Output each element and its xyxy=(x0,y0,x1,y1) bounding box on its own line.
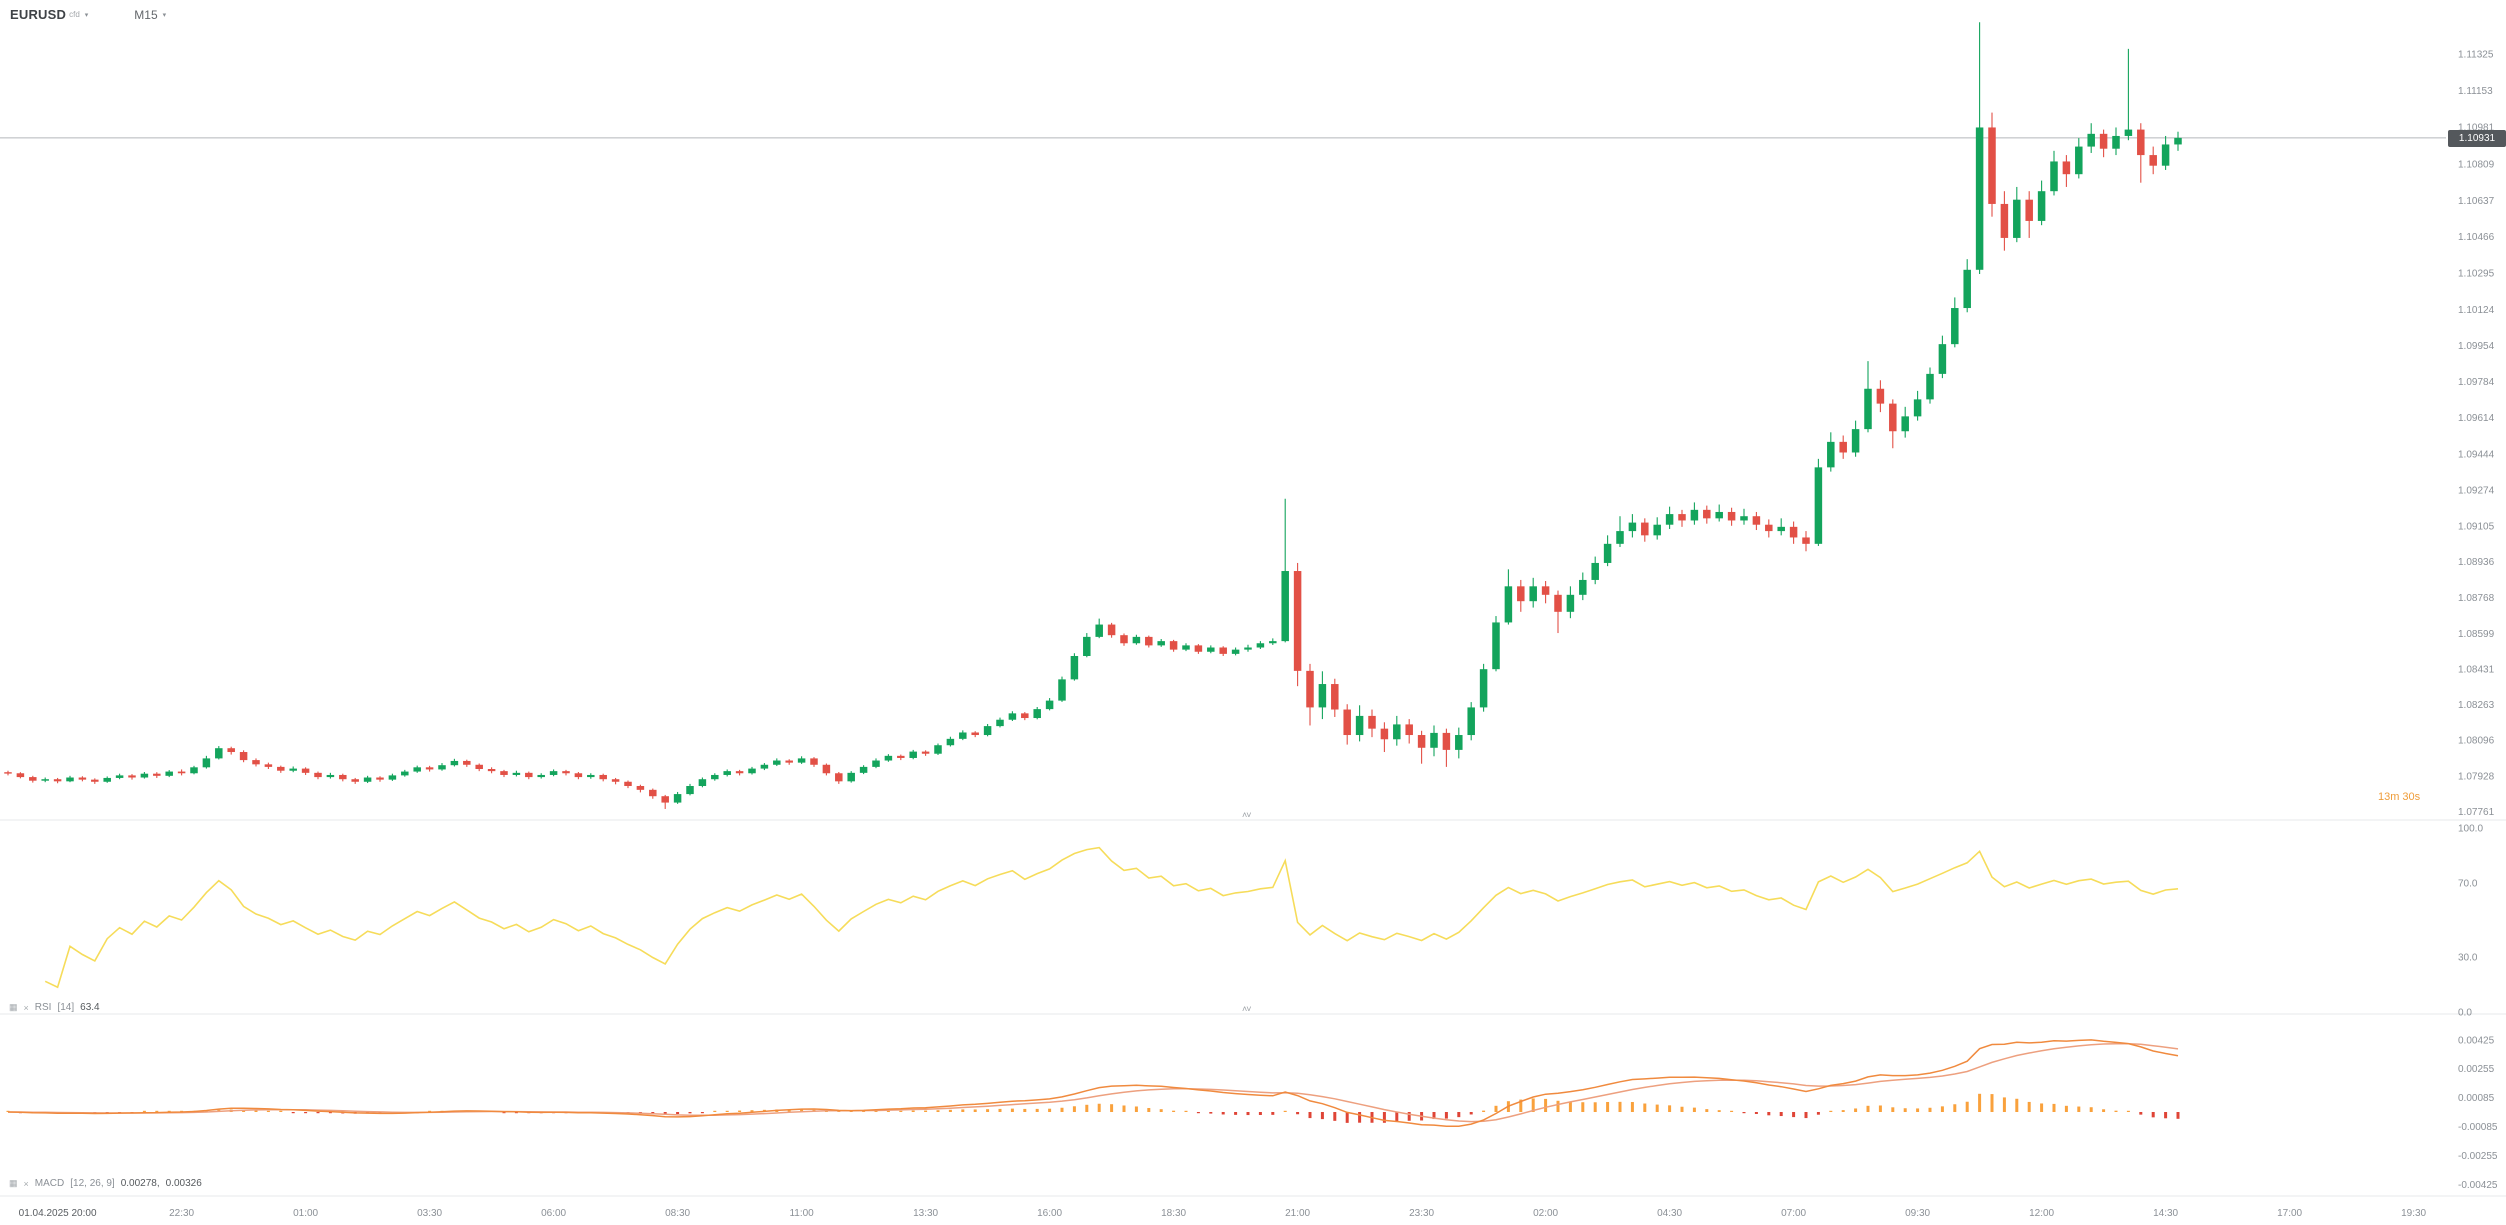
indicator-close-icon[interactable]: × xyxy=(23,1002,29,1013)
chevron-down-icon: ▾ xyxy=(84,11,89,19)
macd-value-1: 0.00278, xyxy=(120,1178,160,1189)
rsi-axis-label: 100.0 xyxy=(2458,824,2483,835)
price-axis-label: 1.09105 xyxy=(2458,521,2495,532)
time-axis-label: 11:00 xyxy=(789,1208,814,1219)
macd-axis-label: -0.00425 xyxy=(2458,1180,2498,1191)
macd-axis-label: -0.00085 xyxy=(2458,1122,2498,1133)
chevron-down-icon: ▾ xyxy=(162,11,167,19)
time-axis-label: 19:30 xyxy=(2401,1208,2426,1219)
countdown-seconds: 30s xyxy=(2402,791,2421,803)
time-axis-label: 07:00 xyxy=(1781,1208,1806,1219)
rsi-axis-label: 70.0 xyxy=(2458,879,2478,890)
rsi-axis-label: 0.0 xyxy=(2458,1008,2472,1019)
price-axis-label: 1.08599 xyxy=(2458,629,2495,640)
candle-countdown: 13m 30s xyxy=(2378,791,2423,803)
price-axis-label: 1.08431 xyxy=(2458,664,2495,675)
macd-value-2: 0.00326 xyxy=(165,1178,202,1189)
price-axis-label: 1.09954 xyxy=(2458,341,2495,352)
time-axis-label: 06:00 xyxy=(541,1208,566,1219)
time-axis-label: 01:00 xyxy=(293,1208,318,1219)
price-axis-label: 1.09274 xyxy=(2458,485,2495,496)
price-axis-label: 1.08768 xyxy=(2458,593,2495,604)
macd-line xyxy=(7,1039,2179,1128)
rsi-value: 63.4 xyxy=(80,1002,100,1013)
timeframe-label: M15 xyxy=(134,7,158,22)
price-axis-label: 1.07928 xyxy=(2458,771,2495,782)
time-axis-label: 12:00 xyxy=(2029,1208,2054,1219)
rsi-line xyxy=(44,846,2179,989)
time-axis-label: 16:00 xyxy=(1037,1208,1062,1219)
macd-axis-label: 0.00085 xyxy=(2458,1093,2495,1104)
macd-axis-label: -0.00255 xyxy=(2458,1151,2498,1162)
time-axis-label: 22:30 xyxy=(169,1208,194,1219)
price-axis-label: 1.08936 xyxy=(2458,557,2495,568)
macd-params: [12, 26, 9] xyxy=(70,1178,115,1189)
price-axis-label: 1.08096 xyxy=(2458,736,2495,747)
time-axis-label: 02:00 xyxy=(1533,1208,1558,1219)
macd-indicator-row: ▦ × MACD [12, 26, 9] 0.00278, 0.00326 xyxy=(9,1178,202,1189)
indicator-close-icon[interactable]: × xyxy=(23,1178,29,1189)
time-axis-label: 23:30 xyxy=(1409,1208,1434,1219)
candles xyxy=(4,22,2182,809)
pane-resize-handle[interactable]: ˄˅ xyxy=(1242,1004,1252,1014)
macd-name: MACD xyxy=(34,1178,65,1189)
price-axis-label: 1.10295 xyxy=(2458,268,2495,279)
rsi-axis-label: 30.0 xyxy=(2458,952,2478,963)
rsi-params: [14] xyxy=(57,1002,75,1013)
symbol-selector[interactable]: EURUSD cfd ▾ xyxy=(10,7,88,22)
time-axis-label: 14:30 xyxy=(2153,1208,2178,1219)
indicator-settings-icon[interactable]: ▦ xyxy=(9,1002,18,1012)
chart-header: EURUSD cfd ▾ M15 ▾ xyxy=(10,7,166,22)
chevron-up-icon: ˄ xyxy=(1242,1004,1247,1014)
price-axis-label: 1.09444 xyxy=(2458,449,2495,460)
chevron-down-icon: ˅ xyxy=(1246,1004,1251,1014)
price-axis-label: 1.07761 xyxy=(2458,807,2495,818)
price-axis-label: 1.10981 xyxy=(2458,123,2495,134)
chevron-up-icon: ˄ xyxy=(1242,810,1247,820)
time-axis-label: 03:30 xyxy=(417,1208,442,1219)
macd-histogram xyxy=(6,1093,2180,1123)
price-axis-label: 1.10809 xyxy=(2458,159,2495,170)
price-axis-label: 1.11325 xyxy=(2458,50,2494,61)
rsi-name: RSI xyxy=(34,1002,52,1013)
price-axis-label: 1.09784 xyxy=(2458,377,2495,388)
symbol-name: EURUSD xyxy=(10,7,67,22)
price-axis-label: 1.10466 xyxy=(2458,232,2495,243)
time-axis-label: 21:00 xyxy=(1285,1208,1310,1219)
price-axis-label: 1.11153 xyxy=(2458,86,2493,97)
chevron-down-icon: ˅ xyxy=(1246,810,1251,820)
time-axis-label: 13:30 xyxy=(913,1208,938,1219)
current-price-badge: 1.10931 xyxy=(2448,130,2506,147)
time-axis-label: 04:30 xyxy=(1657,1208,1682,1219)
time-axis-label: 17:00 xyxy=(2277,1208,2302,1219)
rsi-indicator-row: ▦ × RSI [14] 63.4 xyxy=(9,1002,100,1013)
time-axis-label: 09:30 xyxy=(1905,1208,1930,1219)
timeframe-selector[interactable]: M15 ▾ xyxy=(134,8,166,22)
time-axis-label: 18:30 xyxy=(1161,1208,1186,1219)
macd-signal-line xyxy=(8,1042,2179,1123)
price-axis-label: 1.10637 xyxy=(2458,196,2495,207)
symbol-type-badge: cfd xyxy=(69,10,80,19)
macd-axis-label: 0.00425 xyxy=(2458,1035,2495,1046)
time-axis-label: 08:30 xyxy=(665,1208,690,1219)
indicator-settings-icon[interactable]: ▦ xyxy=(9,1178,18,1188)
price-axis-label: 1.08263 xyxy=(2458,700,2495,711)
macd-axis-label: 0.00255 xyxy=(2458,1064,2495,1075)
countdown-minutes: 13m xyxy=(2378,791,2400,803)
pane-resize-handle[interactable]: ˄˅ xyxy=(1242,810,1252,820)
time-axis-label: 01.04.2025 20:00 xyxy=(19,1208,97,1219)
price-axis-label: 1.10124 xyxy=(2458,305,2495,316)
price-axis-label: 1.09614 xyxy=(2458,413,2495,424)
